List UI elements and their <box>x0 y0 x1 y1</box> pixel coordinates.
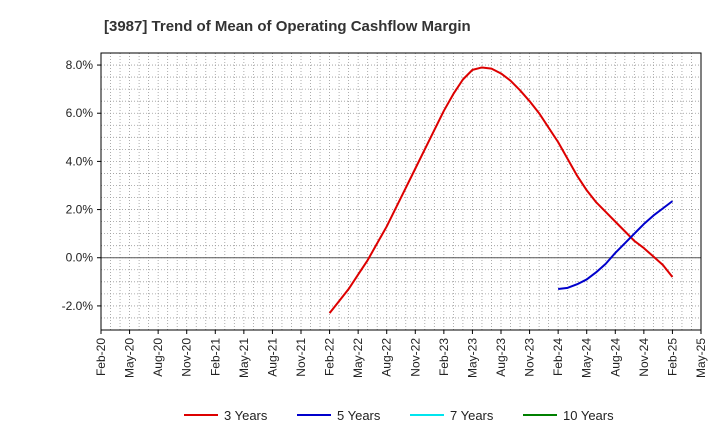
series-line-5-years <box>558 200 674 291</box>
legend-label: 3 Years <box>224 408 268 423</box>
x-tick-label: Aug-23 <box>494 338 508 377</box>
legend-label: 5 Years <box>337 408 381 423</box>
x-tick-label: Nov-21 <box>294 338 308 377</box>
legend-label: 7 Years <box>450 408 494 423</box>
chart-title: [3987] Trend of Mean of Operating Cashfl… <box>104 18 471 35</box>
x-tick-label: Feb-20 <box>94 338 108 376</box>
y-tick-label: -2.0% <box>62 299 94 313</box>
legend: 3 Years 5 Years 7 Years 10 Years <box>184 408 614 423</box>
x-tick-label: Feb-24 <box>551 338 565 376</box>
y-axis-ticks: -2.0% 0.0% 2.0% 4.0% 6.0% 8.0% <box>62 58 101 313</box>
x-tick-label: Nov-20 <box>180 338 194 377</box>
x-tick-label: May-21 <box>237 338 251 378</box>
y-tick-label: 0.0% <box>66 251 94 265</box>
x-tick-label: May-25 <box>694 338 708 378</box>
x-tick-label: Nov-24 <box>637 338 651 377</box>
x-tick-label: Aug-21 <box>265 338 279 377</box>
x-tick-label: May-22 <box>351 338 365 378</box>
series-lines <box>328 66 674 314</box>
y-tick-label: 4.0% <box>66 154 94 168</box>
y-tick-label: 2.0% <box>66 203 94 217</box>
x-tick-label: Aug-24 <box>608 338 622 377</box>
x-axis-ticks: Feb-20 May-20 Aug-20 Nov-20 Feb-21 May-21 Aug-… <box>94 330 708 378</box>
y-tick-label: 6.0% <box>66 106 94 120</box>
series-line-3-years <box>328 66 674 314</box>
x-tick-label: May-20 <box>123 338 137 378</box>
y-tick-label: 8.0% <box>66 58 94 72</box>
legend-label: 10 Years <box>563 408 614 423</box>
x-tick-label: Aug-22 <box>380 338 394 377</box>
x-tick-label: Feb-21 <box>208 338 222 376</box>
x-tick-label: Nov-22 <box>408 338 422 377</box>
x-tick-label: Feb-25 <box>665 338 679 376</box>
x-tick-label: Feb-22 <box>323 338 337 376</box>
x-tick-label: May-23 <box>465 338 479 378</box>
grid <box>100 52 702 331</box>
x-tick-label: Feb-23 <box>437 338 451 376</box>
x-tick-label: Aug-20 <box>151 338 165 377</box>
plot-border <box>100 52 702 331</box>
x-tick-label: May-24 <box>580 338 594 378</box>
x-tick-label: Nov-23 <box>523 338 537 377</box>
